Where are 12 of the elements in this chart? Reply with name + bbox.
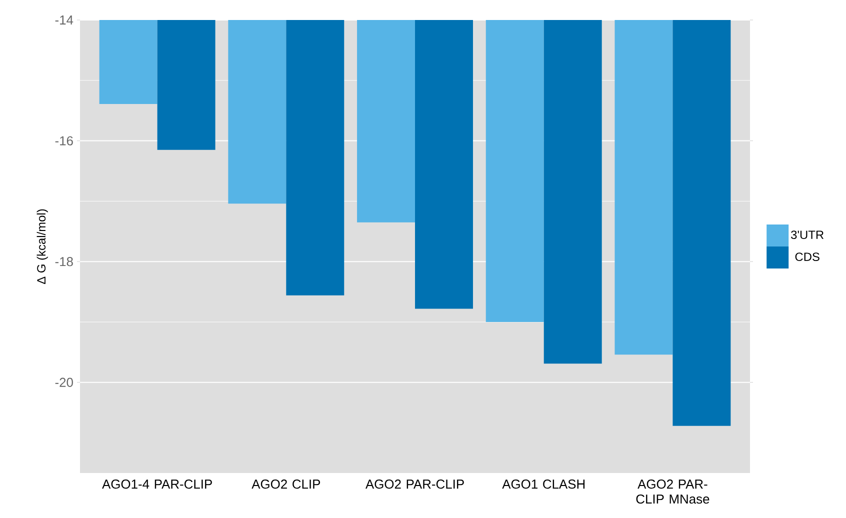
legend-label: 3'UTR xyxy=(791,230,824,240)
y-tick-label: -20 xyxy=(55,378,73,387)
x-tick-label: AGO1-4 PAR-CLIP xyxy=(102,480,212,489)
y-tick-label: -16 xyxy=(55,136,73,146)
y-tick-label: -14 xyxy=(55,16,74,24)
y-axis-title: Δ G (kcal/mol) xyxy=(36,209,48,284)
y-tick-label: -18 xyxy=(55,257,73,266)
legend-label: CDS xyxy=(795,252,820,262)
x-tick-label: AGO2 PAR-CLIP xyxy=(365,480,464,489)
x-tick-label: AGO2 CLIP xyxy=(252,480,320,489)
x-tick-label: AGO2 PAR-CLIP MNase xyxy=(636,480,710,504)
x-tick-label: AGO1 CLASH xyxy=(502,480,585,489)
